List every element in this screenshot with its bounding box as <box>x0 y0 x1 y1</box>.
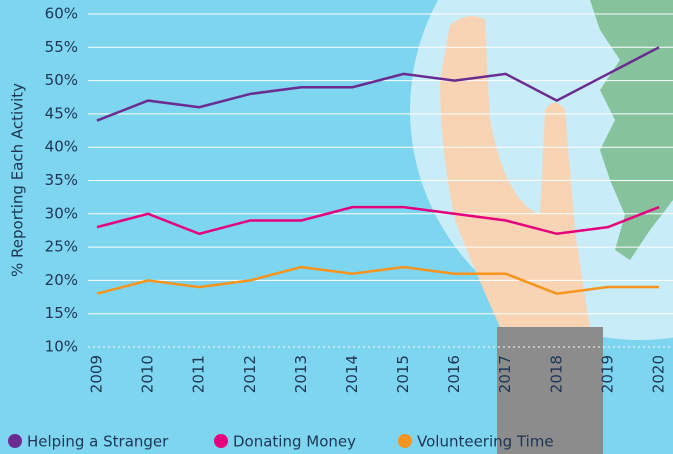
legend-label: Donating Money <box>233 433 356 451</box>
x-tick-label: 2010 <box>139 355 157 393</box>
x-tick-label: 2009 <box>88 355 106 393</box>
x-tick-label: 2017 <box>496 355 514 393</box>
y-tick-label: 55% <box>45 38 78 56</box>
x-tick-label: 2013 <box>292 355 310 393</box>
x-tick-label: 2011 <box>190 355 208 393</box>
y-tick-label: 35% <box>45 171 78 189</box>
y-tick-label: 40% <box>45 138 78 156</box>
legend-marker <box>398 434 412 448</box>
series-line <box>96 46 660 122</box>
y-tick-label: 10% <box>45 338 78 356</box>
legend-marker <box>214 434 228 448</box>
x-tick-label: 2016 <box>445 355 463 393</box>
x-tick-label: 2018 <box>547 355 565 393</box>
x-tick-label: 2019 <box>598 355 616 393</box>
y-tick-label: 15% <box>45 304 78 322</box>
x-tick-label: 2012 <box>241 355 259 393</box>
y-tick-label: 50% <box>45 71 78 89</box>
series-line <box>96 205 660 236</box>
series-line <box>96 265 659 296</box>
y-axis-label: % Reporting Each Activity <box>9 83 27 277</box>
x-tick-label: 2020 <box>650 355 668 393</box>
sleeve <box>497 327 603 454</box>
legend-label: Helping a Stranger <box>27 433 169 451</box>
x-tick-label: 2015 <box>394 355 412 393</box>
y-tick-label: 60% <box>45 5 78 23</box>
y-tick-label: 20% <box>45 271 78 289</box>
land <box>590 0 673 260</box>
legend-marker <box>8 434 22 448</box>
y-tick-label: 30% <box>45 204 78 222</box>
hand <box>440 16 590 327</box>
legend-label: Volunteering Time <box>417 433 554 451</box>
y-tick-label: 45% <box>45 104 78 122</box>
y-tick-label: 25% <box>45 238 78 256</box>
x-tick-label: 2014 <box>343 355 361 393</box>
